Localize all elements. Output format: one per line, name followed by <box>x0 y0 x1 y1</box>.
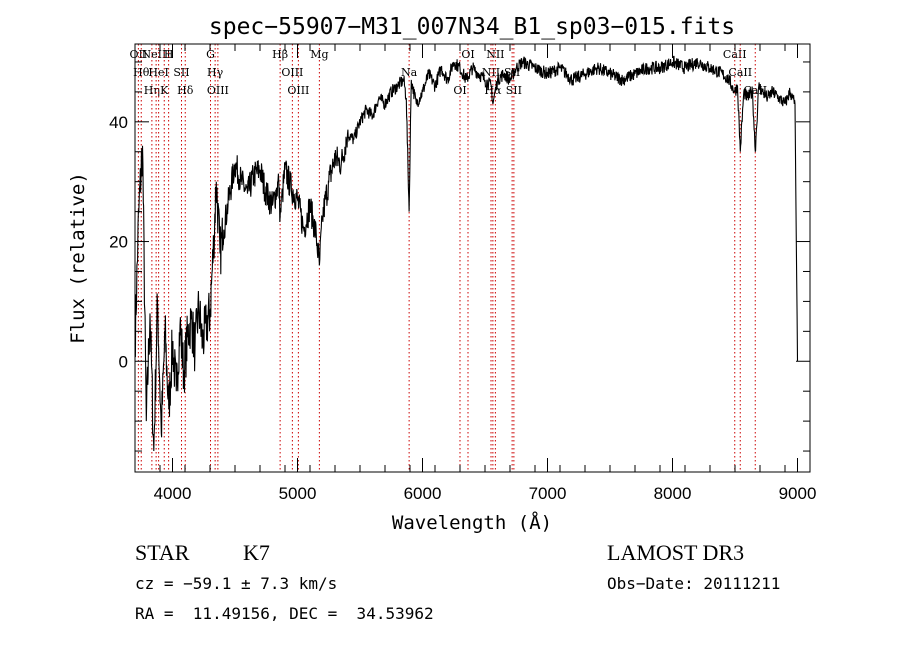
spectral-line-label: K <box>160 84 169 97</box>
spectral-line-label: H <box>164 48 174 61</box>
redshift-text: cz = −59.1 ± 7.3 km/s <box>135 574 338 593</box>
spectral-line-label: CaII <box>723 48 747 61</box>
y-tick-label: 40 <box>109 113 128 132</box>
plot-frame <box>134 43 811 473</box>
spectral-line-label: Hθ <box>133 66 150 79</box>
spectral-line-label: Mg <box>310 48 328 61</box>
y-tick-label: 0 <box>119 352 128 371</box>
spectral-line-label: Na <box>401 66 418 79</box>
spectral-line-label: NII <box>486 48 504 61</box>
spectral-line-label: SII <box>173 66 189 79</box>
y-tick-label: 20 <box>109 233 128 252</box>
x-tick-label: 8000 <box>654 484 692 503</box>
spectral-line-label: Hγ <box>207 66 224 79</box>
spectral-line-label: Hη <box>144 84 160 97</box>
chart-title: spec−55907−M31_007N34_B1_sp03−015.fits <box>209 14 735 40</box>
obs-date-text: Obs−Date: 20111211 <box>607 574 781 593</box>
spectral-line-label: Hβ <box>272 48 288 61</box>
spectral-line-label: OI <box>461 48 474 61</box>
spectral-line-label: OI <box>453 84 466 97</box>
x-tick-label: 9000 <box>779 484 817 503</box>
y-axis-label: Flux (relative) <box>67 172 89 344</box>
x-tick-label: 5000 <box>279 484 317 503</box>
survey-label: LAMOST DR3 <box>607 540 745 565</box>
x-axis-label: Wavelength (Å) <box>392 511 552 534</box>
spectral-line-label: CaII <box>728 66 752 79</box>
x-tick-label: 6000 <box>404 484 442 503</box>
line-markers: OII Hθ Hη NeIII HeI K H SII Hδ G Hγ OIII Hβ OIII OIII M… <box>130 44 767 472</box>
x-tick-label: 7000 <box>529 484 567 503</box>
spectral-line-label: HeI <box>148 66 168 79</box>
spectral-line-label: OIII <box>287 84 309 97</box>
spectral-line-label: Hδ <box>177 84 194 97</box>
spectrum-series-line <box>134 55 799 452</box>
x-tick-label: 4000 <box>154 484 192 503</box>
object-class-label: STAR <box>135 540 190 565</box>
spectral-line-label: OII <box>130 48 148 61</box>
object-subclass-label: K7 <box>243 540 270 565</box>
coordinates-text: RA = 11.49156, DEC = 34.53962 <box>135 604 434 623</box>
spectral-line-label: SII <box>506 84 522 97</box>
axis-ticks: 4000 5000 6000 7000 8000 9000 0 20 40 <box>109 44 816 503</box>
spectral-line-label: OIII <box>207 84 229 97</box>
spectral-line-label: OIII <box>281 66 303 79</box>
spectral-line-label: G <box>206 48 215 61</box>
spectral-line-label: NeIII <box>142 48 171 61</box>
